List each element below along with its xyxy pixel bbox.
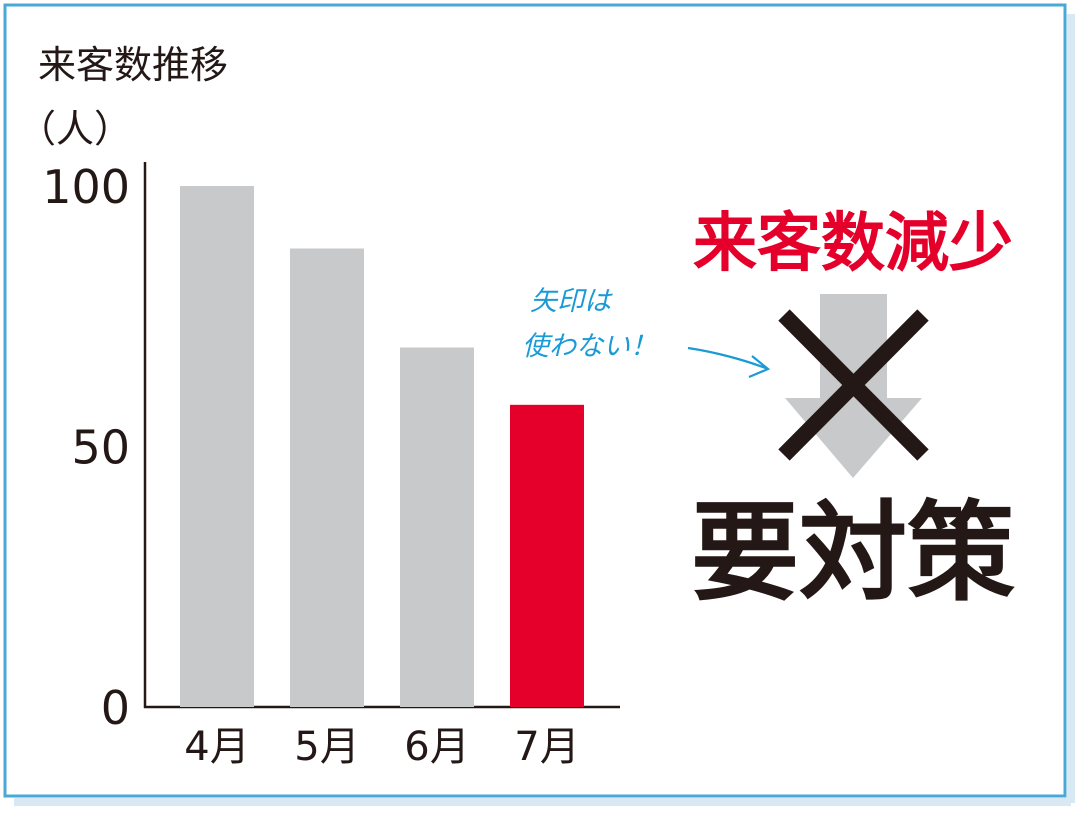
conclusion-text: 要対策 [691, 491, 1015, 616]
y-tick-label: 50 [71, 421, 130, 475]
cross-x-icon [778, 309, 929, 461]
bar-5月 [290, 248, 364, 707]
note-arrow-icon [687, 346, 771, 379]
x-tick-label: 4月 [184, 724, 249, 770]
bar-6月 [400, 347, 474, 707]
y-tick-label: 0 [101, 681, 130, 735]
x-tick-label: 5月 [294, 724, 359, 770]
note-line-2: 使わない！ [522, 331, 657, 362]
x-tick-label: 7月 [514, 724, 579, 770]
frame-border [3, 3, 1067, 798]
bar-7月 [510, 404, 584, 707]
bars-group [180, 186, 584, 707]
x-tick-label: 6月 [404, 724, 469, 770]
y-tick-label: 100 [42, 160, 130, 214]
x-tick-labels: 4月 5月 6月 7月 [184, 724, 579, 770]
y-tick-labels: 100 50 0 [42, 160, 130, 735]
chart-title: 来客数推移 [38, 43, 228, 87]
bar-4月 [180, 186, 254, 707]
y-axis-unit: （人） [18, 107, 132, 151]
headline-text: 来客数減少 [693, 207, 1013, 281]
note-line-1: 矢印は [530, 286, 613, 317]
